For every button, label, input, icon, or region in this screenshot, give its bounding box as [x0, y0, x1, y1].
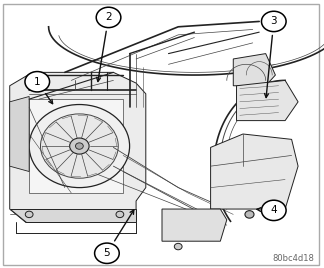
- Text: 80bc4d18: 80bc4d18: [272, 254, 314, 263]
- Circle shape: [261, 11, 286, 32]
- Circle shape: [174, 243, 182, 250]
- Polygon shape: [237, 80, 298, 121]
- Text: 5: 5: [104, 248, 110, 258]
- Circle shape: [96, 7, 121, 28]
- Text: 3: 3: [271, 16, 277, 27]
- Polygon shape: [211, 134, 298, 209]
- Circle shape: [25, 72, 50, 92]
- Circle shape: [116, 211, 124, 218]
- Circle shape: [70, 138, 89, 154]
- Polygon shape: [10, 96, 29, 172]
- Text: 2: 2: [105, 12, 112, 23]
- Polygon shape: [233, 54, 275, 86]
- Circle shape: [272, 206, 279, 212]
- Circle shape: [29, 105, 130, 188]
- Circle shape: [95, 243, 119, 263]
- Circle shape: [245, 211, 254, 218]
- Text: 4: 4: [271, 205, 277, 215]
- Polygon shape: [10, 209, 136, 222]
- Polygon shape: [162, 209, 227, 241]
- Circle shape: [40, 114, 118, 178]
- Polygon shape: [29, 99, 123, 193]
- Circle shape: [261, 200, 286, 221]
- Polygon shape: [10, 72, 146, 222]
- Circle shape: [75, 143, 83, 149]
- Circle shape: [25, 211, 33, 218]
- Text: 1: 1: [34, 77, 40, 87]
